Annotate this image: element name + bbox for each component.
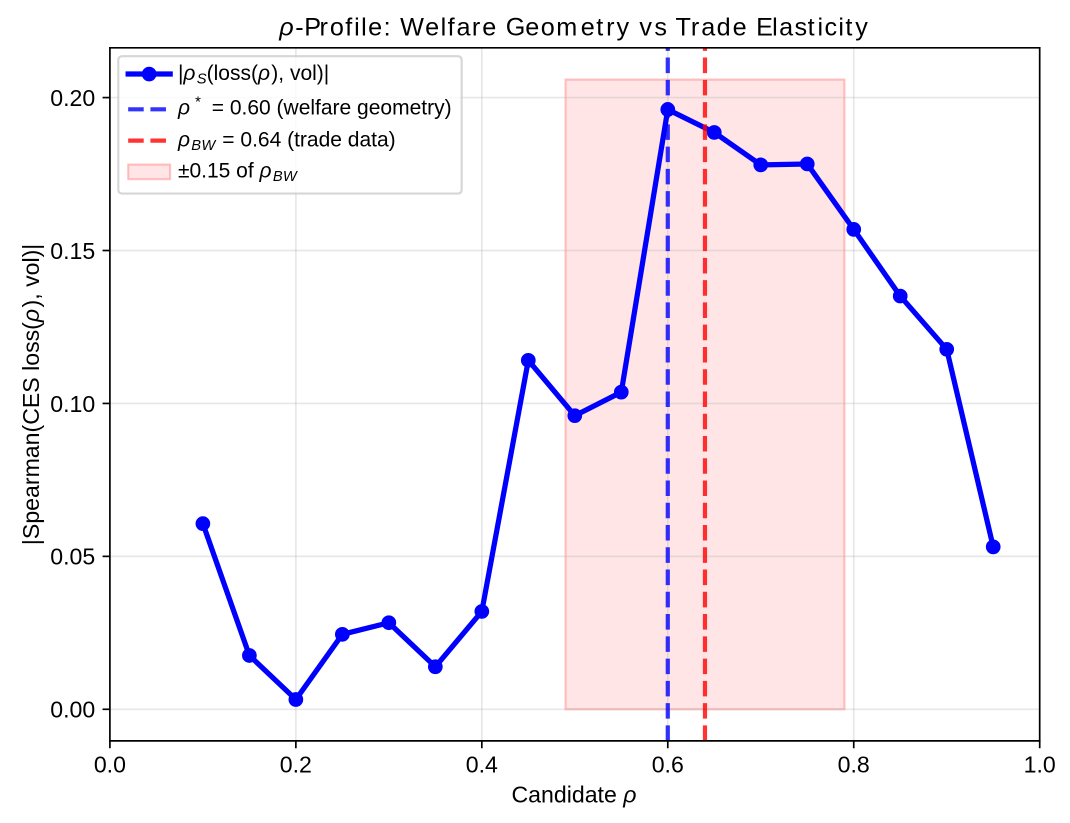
svg-text:| ( l o: | ( l o s s ( ) , v o l ) | ρ ρ S bbox=[178, 51, 338, 88]
svg-text:| S p e: | S p e a r m a n ( C E S l o s s ( ) , … bbox=[10, 235, 47, 545]
svg-text:0.15: 0.15 bbox=[50, 238, 95, 264]
svg-text:0.10: 0.10 bbox=[50, 391, 95, 417]
svg-text:0.00: 0.00 bbox=[50, 697, 95, 723]
svg-text:C a n d: C a n d i d a t e ρ bbox=[512, 773, 637, 810]
svg-text:0.4: 0.4 bbox=[466, 751, 498, 777]
svg-text:0.20: 0.20 bbox=[50, 85, 95, 111]
svg-text:1.0: 1.0 bbox=[1024, 751, 1056, 777]
svg-text:0.0: 0.0 bbox=[94, 751, 126, 777]
svg-text:± 0 . 1: ± 0 . 1 5 o f ρ B W bbox=[178, 149, 299, 189]
svg-text:ρ * =: ρ * = 0 . 6 0 ( w e l f a r e g e o m bbox=[177, 78, 453, 123]
svg-text:ρ B W: ρ B W = 0 . 6 4 ( t r a d e d a t a ) bbox=[177, 117, 397, 157]
svg-text:ρ - P r: ρ - P r o f i l e : W e l f a r e G e o … bbox=[278, 7, 868, 44]
svg-text:0.05: 0.05 bbox=[50, 544, 95, 570]
svg-text:0.8: 0.8 bbox=[838, 751, 870, 777]
svg-text:0.2: 0.2 bbox=[280, 751, 312, 777]
svg-text:0.6: 0.6 bbox=[652, 751, 684, 777]
